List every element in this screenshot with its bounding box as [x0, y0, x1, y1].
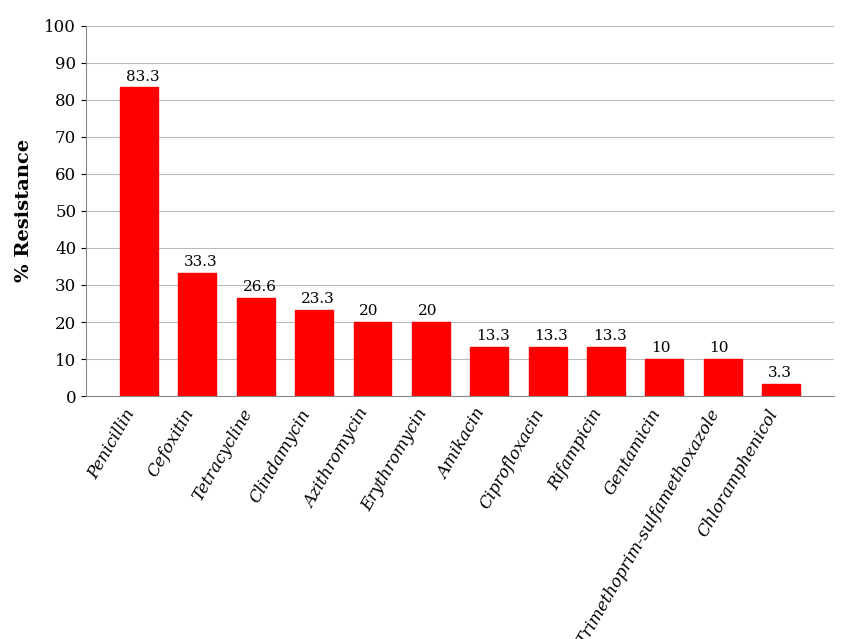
Bar	[587, 347, 625, 396]
Bar	[237, 298, 274, 396]
Bar	[178, 273, 217, 396]
Bar	[703, 359, 742, 396]
Text: 13.3: 13.3	[534, 329, 568, 343]
Y-axis label: % Resistance: % Resistance	[15, 139, 34, 282]
Text: 3.3: 3.3	[768, 366, 792, 380]
Bar	[646, 359, 684, 396]
Text: 33.3: 33.3	[184, 255, 218, 269]
Text: 83.3: 83.3	[126, 70, 159, 84]
Bar	[470, 347, 508, 396]
Bar	[353, 322, 391, 396]
Text: 26.6: 26.6	[243, 280, 276, 294]
Text: 13.3: 13.3	[593, 329, 627, 343]
Text: 10: 10	[710, 341, 729, 355]
Bar	[412, 322, 450, 396]
Bar	[762, 384, 800, 396]
Text: 10: 10	[651, 341, 671, 355]
Bar	[295, 310, 333, 396]
Bar	[529, 347, 567, 396]
Bar	[120, 88, 158, 396]
Text: 20: 20	[359, 304, 378, 318]
Text: 23.3: 23.3	[301, 292, 335, 306]
Text: 13.3: 13.3	[476, 329, 510, 343]
Text: 20: 20	[418, 304, 437, 318]
